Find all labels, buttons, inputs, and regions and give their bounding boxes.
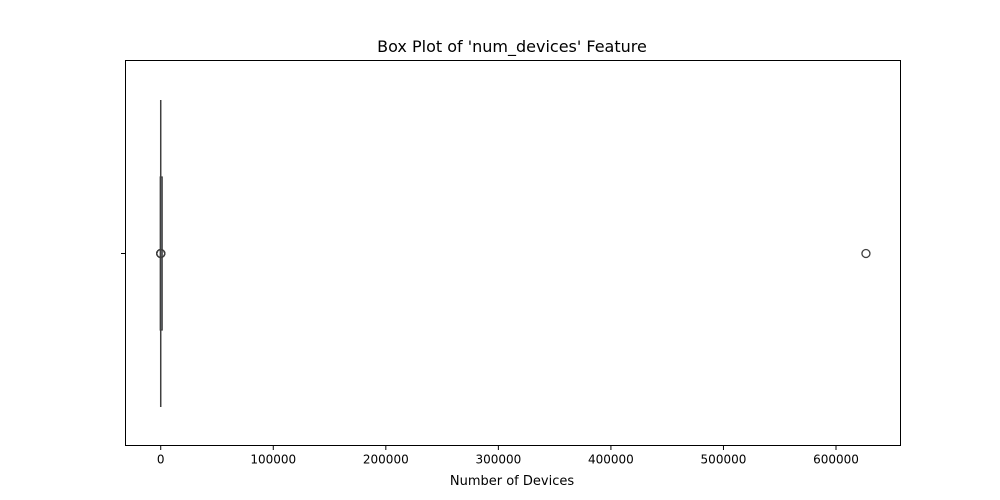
x-tick-label: 200000: [363, 453, 409, 467]
chart-title: Box Plot of 'num_devices' Feature: [377, 37, 647, 57]
x-tick-label: 600000: [813, 453, 859, 467]
plot-area-frame: [125, 60, 901, 446]
x-tick-label: 0: [157, 453, 165, 467]
outlier-point: [861, 248, 871, 259]
x-tick-label: 500000: [701, 453, 747, 467]
x-axis: 0 100000 200000 300000 400000 500000 600000: [157, 445, 859, 467]
x-axis-label: Number of Devices: [450, 474, 574, 489]
x-tick-label: 100000: [250, 453, 296, 467]
x-tick-label: 300000: [475, 453, 521, 467]
box-plot: [156, 100, 871, 407]
outlier-point: [156, 248, 166, 259]
x-tick-label: 400000: [588, 453, 634, 467]
